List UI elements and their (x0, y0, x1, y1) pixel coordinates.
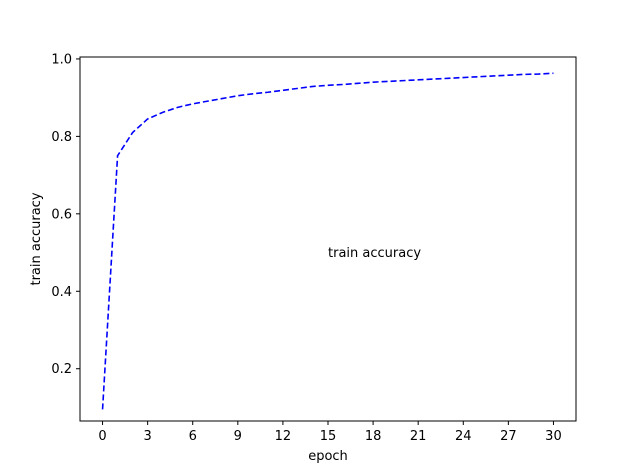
x-tick-label: 12 (275, 429, 292, 444)
x-tick-label: 9 (234, 429, 242, 444)
x-tick-label: 27 (500, 429, 517, 444)
x-tick-label: 15 (320, 429, 337, 444)
y-tick-label: 0.4 (51, 285, 72, 300)
y-tick-label: 0.6 (51, 207, 72, 222)
y-tick-label: 0.2 (51, 362, 72, 377)
x-tick-label: 0 (98, 429, 106, 444)
plot-frame (79, 56, 577, 422)
plot-area (80, 57, 576, 421)
x-tick-label: 21 (410, 429, 427, 444)
x-tick-label: 3 (143, 429, 151, 444)
y-tick-label: 1.0 (51, 52, 72, 67)
chart-annotation: train accuracy (328, 246, 421, 261)
axis-ticks: 0 3 6 9 12 15 18 21 24 27 30 0.2 0.4 0.6 0.8 1.0 (51, 52, 561, 444)
y-axis-label: train accuracy (29, 192, 44, 285)
x-tick-label: 18 (365, 429, 382, 444)
train-accuracy-line (101, 72, 554, 410)
x-axis-label: epoch (308, 449, 348, 464)
x-tick-label: 24 (455, 429, 472, 444)
y-tick-label: 0.8 (51, 130, 72, 145)
x-tick-label: 30 (545, 429, 562, 444)
series-group (101, 72, 554, 410)
x-tick-label: 6 (189, 429, 197, 444)
